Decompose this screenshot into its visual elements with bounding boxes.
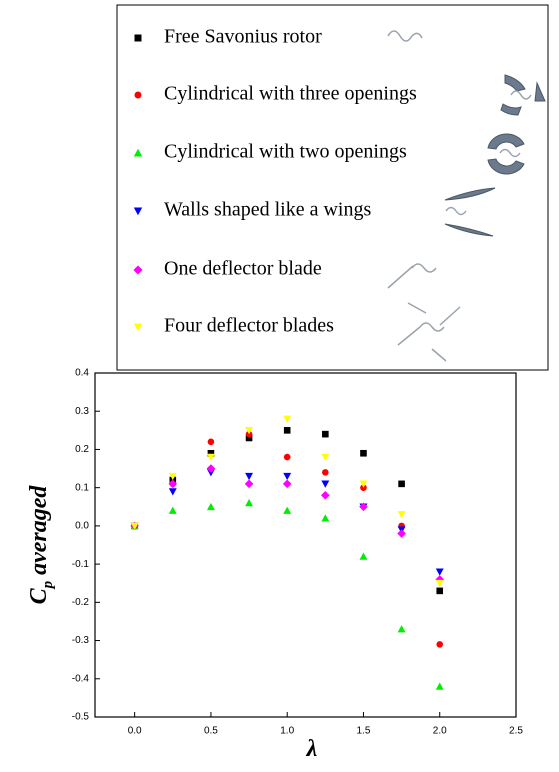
legend: Free Savonius rotor Cylindrical with thre… [133,26,416,337]
data-point [398,625,406,632]
y-tick-label: -0.3 [72,635,90,646]
data-point [207,454,215,461]
legend-marker [134,208,142,216]
legend-marker [135,92,142,99]
data-point [360,553,368,560]
x-tick-label: 1.5 [357,726,371,737]
data-point [321,491,330,500]
icon-free-rotor [388,31,422,41]
data-point [283,416,291,423]
legend-marker [134,149,142,157]
data-point [207,503,215,510]
data-point [245,473,253,480]
legend-marker [135,35,142,42]
legend-icons [388,31,545,361]
data-point [321,481,329,488]
data-point [436,641,443,648]
data-point [398,481,405,488]
data-point [245,499,253,506]
icon-wings [445,188,495,236]
y-tick-label: 0.4 [75,368,89,379]
y-tick-label: -0.2 [72,597,90,608]
y-tick-label: 0.1 [75,482,89,493]
legend-label: Cylindrical with two openings [164,141,407,163]
data-point [284,427,291,434]
x-tick-label: 2.5 [509,726,523,737]
icon-two-inner [500,150,520,157]
data-point [284,454,291,461]
data-point [245,480,254,489]
y-axis-label: Cp averaged [26,485,56,605]
page: {"chart_data": {"type": "scatter", "xlab… [0,0,559,772]
y-tick-label: 0.0 [75,521,89,532]
legend-marker [133,265,142,274]
icon-three-openings [501,75,545,115]
data-point [360,450,367,457]
data-point [398,511,406,518]
y-tick-label: -0.5 [72,712,90,723]
y-tick-label: -0.1 [72,559,90,570]
data-point [283,473,291,480]
data-point [321,454,329,461]
icon-one-deflector [388,264,436,288]
x-tick-label: 0.5 [204,726,218,737]
y-axis-label-suffix: averaged [26,485,52,575]
data-point [283,507,291,514]
x-tick-label: 1.0 [280,726,294,737]
icon-three-inner [511,91,531,99]
data-point [397,529,406,538]
legend-label: Free Savonius rotor [164,26,322,48]
y-tick-label: 0.2 [75,444,89,455]
data-point [436,588,443,595]
data-point [208,439,215,446]
data-point [169,488,177,495]
legend-label: Cylindrical with three openings [164,83,417,105]
icon-four-deflectors [398,303,460,361]
x-tick-label: 0.0 [128,726,142,737]
data-point [322,431,329,438]
data-point [321,514,329,521]
y-axis-label-main: C [26,587,52,604]
data-point [436,682,444,689]
y-axis-label-sub: p [40,580,56,590]
x-tick-label: 2.0 [433,726,447,737]
y-tick-label: -0.4 [72,673,90,684]
y-tick-label: 0.3 [75,406,89,417]
legend-label: One deflector blade [164,258,322,280]
data-point [207,464,216,473]
data-point [436,568,444,575]
data-point [436,580,444,587]
data-point [322,469,329,476]
x-axis-label: λ [306,736,318,762]
chart: Free Savonius rotor Cylindrical with thre… [0,0,559,772]
legend-marker [134,324,142,332]
plot-frame [95,373,516,717]
legend-label: Walls shaped like a wings [164,199,371,221]
legend-label: Four deflector blades [164,315,334,337]
data-point [169,507,177,514]
data-point [283,480,292,489]
icon-wings-inner [446,208,466,215]
